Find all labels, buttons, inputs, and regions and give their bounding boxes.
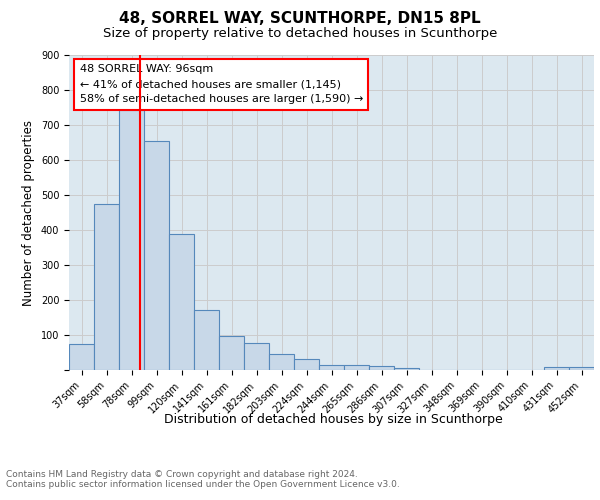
Bar [69, 344, 94, 370]
Bar [569, 367, 594, 370]
Bar [194, 310, 219, 370]
Bar [344, 366, 369, 370]
Bar [119, 110, 144, 370]
Text: 48, SORREL WAY, SCUNTHORPE, DN15 8PL: 48, SORREL WAY, SCUNTHORPE, DN15 8PL [119, 11, 481, 26]
Y-axis label: Number of detached properties: Number of detached properties [22, 120, 35, 306]
Bar [269, 354, 294, 370]
Text: Contains HM Land Registry data © Crown copyright and database right 2024.
Contai: Contains HM Land Registry data © Crown c… [6, 470, 400, 490]
Bar [144, 141, 169, 370]
Text: Size of property relative to detached houses in Scunthorpe: Size of property relative to detached ho… [103, 28, 497, 40]
Bar [544, 367, 569, 370]
Bar [244, 344, 269, 370]
Bar [369, 366, 394, 370]
Bar [219, 336, 244, 370]
Bar [294, 359, 319, 370]
Bar [319, 366, 344, 370]
Bar [94, 204, 119, 370]
Text: Distribution of detached houses by size in Scunthorpe: Distribution of detached houses by size … [164, 412, 502, 426]
Bar [169, 234, 194, 370]
Bar [394, 368, 419, 370]
Text: 48 SORREL WAY: 96sqm
← 41% of detached houses are smaller (1,145)
58% of semi-de: 48 SORREL WAY: 96sqm ← 41% of detached h… [79, 64, 363, 104]
